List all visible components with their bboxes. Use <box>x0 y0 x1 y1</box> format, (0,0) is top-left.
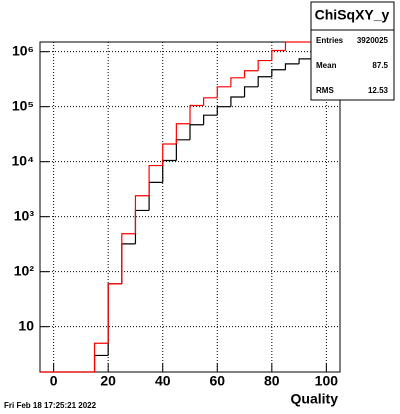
histogram-bin <box>175 123 190 144</box>
x-axis-label: Quality <box>291 391 339 407</box>
histogram-bin <box>148 164 163 196</box>
stats-box <box>310 1 395 101</box>
histogram-bin <box>243 86 259 97</box>
histogram-bin <box>284 41 300 51</box>
histogram-bin <box>189 124 204 140</box>
histogram-bin <box>271 49 286 61</box>
histogram-bin <box>93 342 109 372</box>
histogram-bin <box>230 96 245 107</box>
stats-value: 87.5 <box>372 61 388 70</box>
x-tick-label: 0 <box>50 373 58 389</box>
x-tick-label: 60 <box>209 373 225 389</box>
y-tick-label: 10⁵ <box>12 97 34 113</box>
histogram-bin <box>243 70 259 78</box>
x-tick-label: 100 <box>315 373 339 389</box>
histogram-bin <box>107 283 122 344</box>
histogram-bin <box>203 114 218 125</box>
stats-value: 3920025 <box>357 36 389 45</box>
histogram-bin <box>121 233 136 284</box>
histogram-bin <box>189 104 204 124</box>
histogram-bin <box>203 97 218 106</box>
histogram-bin <box>284 63 300 70</box>
stats-value: 12.53 <box>368 86 389 95</box>
histogram-bin <box>230 77 245 87</box>
histogram-bin <box>162 143 177 166</box>
y-tick-label: 10³ <box>14 207 35 223</box>
y-tick-label: 10 <box>18 317 34 333</box>
x-tick-label: 80 <box>264 373 280 389</box>
footer-date: Fri Feb 18 17:25:21 2022 <box>4 401 97 410</box>
histogram-bin <box>134 195 150 234</box>
stats-label: Mean <box>316 61 337 70</box>
x-tick-label: 40 <box>155 373 171 389</box>
stats-label: RMS <box>316 86 334 95</box>
histogram-bin <box>298 58 313 64</box>
histogram-bin <box>271 69 286 77</box>
stats-title: ChiSqXY_y <box>315 7 390 23</box>
y-tick-label: 10² <box>14 262 35 278</box>
y-tick-label: 10⁴ <box>12 152 35 168</box>
stats-label: Entries <box>316 36 344 45</box>
histogram-bin <box>216 86 231 98</box>
x-tick-label: 20 <box>100 373 116 389</box>
histogram-bin <box>216 106 231 116</box>
histogram-bin <box>257 59 272 71</box>
histogram-bin <box>257 76 272 87</box>
y-tick-label: 10⁶ <box>12 42 34 58</box>
plot-frame <box>39 41 341 373</box>
